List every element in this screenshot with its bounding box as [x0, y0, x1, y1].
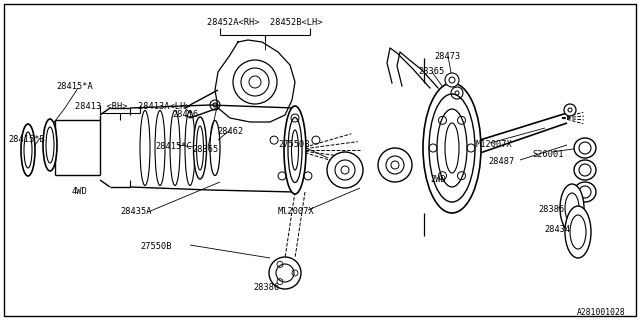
Text: 28487: 28487: [488, 157, 515, 166]
Text: 28473: 28473: [434, 52, 460, 61]
Circle shape: [564, 104, 576, 116]
Text: 28386: 28386: [253, 283, 279, 292]
Ellipse shape: [43, 119, 57, 171]
Ellipse shape: [423, 83, 481, 213]
Circle shape: [327, 152, 363, 188]
Ellipse shape: [21, 124, 35, 176]
Ellipse shape: [574, 160, 596, 180]
Circle shape: [445, 73, 459, 87]
Text: 28413 <RH>  28413A<LH>: 28413 <RH> 28413A<LH>: [75, 102, 191, 111]
Circle shape: [378, 148, 412, 182]
Text: 28365: 28365: [418, 67, 444, 76]
Ellipse shape: [574, 138, 596, 158]
Text: S26001: S26001: [532, 150, 563, 159]
Text: 27550B: 27550B: [278, 140, 310, 149]
Ellipse shape: [284, 106, 306, 194]
Text: 28462: 28462: [217, 127, 243, 136]
Text: 28415*C: 28415*C: [155, 142, 192, 151]
Text: 28434: 28434: [544, 225, 570, 234]
Ellipse shape: [565, 206, 591, 258]
Text: 28415*B: 28415*B: [8, 135, 45, 144]
Text: 28415*A: 28415*A: [56, 82, 93, 91]
Text: 28386: 28386: [538, 205, 564, 214]
Ellipse shape: [560, 184, 584, 232]
Circle shape: [269, 257, 301, 289]
Text: Ml2007X: Ml2007X: [278, 207, 315, 216]
Text: A281001028: A281001028: [577, 308, 626, 317]
Text: 4WD: 4WD: [72, 187, 88, 196]
Text: 28416: 28416: [172, 110, 198, 119]
Ellipse shape: [574, 182, 596, 202]
Text: 2WD: 2WD: [430, 175, 445, 184]
Text: 27550B: 27550B: [140, 242, 172, 251]
Text: M12007X: M12007X: [476, 140, 513, 149]
Ellipse shape: [193, 117, 207, 179]
Text: 28452A<RH>  28452B<LH>: 28452A<RH> 28452B<LH>: [207, 18, 323, 27]
Text: 28365: 28365: [192, 145, 218, 154]
Text: 28435A: 28435A: [120, 207, 152, 216]
